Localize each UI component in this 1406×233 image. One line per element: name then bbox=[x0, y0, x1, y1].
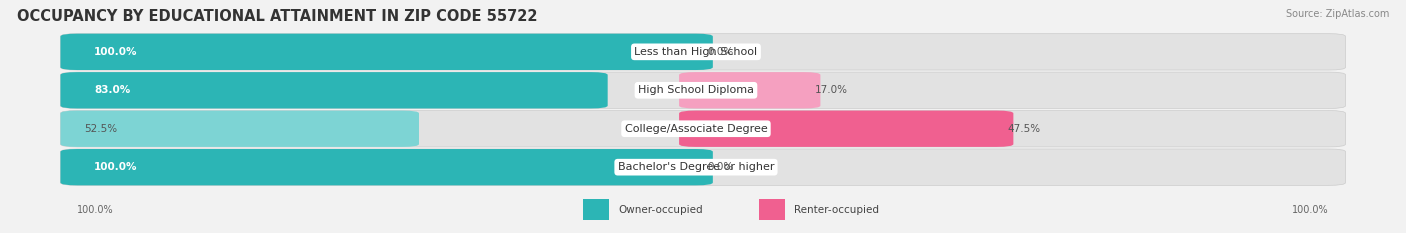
Text: 17.0%: 17.0% bbox=[815, 85, 848, 95]
FancyBboxPatch shape bbox=[679, 110, 1014, 147]
Text: Owner-occupied: Owner-occupied bbox=[619, 205, 703, 215]
FancyBboxPatch shape bbox=[60, 149, 713, 185]
Text: 0.0%: 0.0% bbox=[707, 47, 734, 57]
FancyBboxPatch shape bbox=[60, 34, 1346, 70]
FancyBboxPatch shape bbox=[60, 110, 419, 147]
Text: Bachelor's Degree or higher: Bachelor's Degree or higher bbox=[617, 162, 775, 172]
FancyBboxPatch shape bbox=[60, 34, 713, 70]
FancyBboxPatch shape bbox=[60, 149, 1346, 185]
FancyBboxPatch shape bbox=[583, 199, 609, 220]
Text: Source: ZipAtlas.com: Source: ZipAtlas.com bbox=[1285, 9, 1389, 19]
Text: Less than High School: Less than High School bbox=[634, 47, 758, 57]
Text: 100.0%: 100.0% bbox=[1292, 205, 1329, 215]
Text: 100.0%: 100.0% bbox=[94, 47, 138, 57]
Text: High School Diploma: High School Diploma bbox=[638, 85, 754, 95]
FancyBboxPatch shape bbox=[759, 199, 785, 220]
Text: 0.0%: 0.0% bbox=[707, 162, 734, 172]
Text: Renter-occupied: Renter-occupied bbox=[794, 205, 879, 215]
Text: OCCUPANCY BY EDUCATIONAL ATTAINMENT IN ZIP CODE 55722: OCCUPANCY BY EDUCATIONAL ATTAINMENT IN Z… bbox=[17, 9, 537, 24]
Text: College/Associate Degree: College/Associate Degree bbox=[624, 124, 768, 134]
Text: 83.0%: 83.0% bbox=[94, 85, 131, 95]
FancyBboxPatch shape bbox=[60, 110, 1346, 147]
FancyBboxPatch shape bbox=[60, 72, 607, 109]
Text: 100.0%: 100.0% bbox=[94, 162, 138, 172]
Text: 47.5%: 47.5% bbox=[1008, 124, 1040, 134]
FancyBboxPatch shape bbox=[679, 72, 821, 109]
Text: 100.0%: 100.0% bbox=[77, 205, 114, 215]
FancyBboxPatch shape bbox=[60, 72, 1346, 109]
Text: 52.5%: 52.5% bbox=[84, 124, 118, 134]
